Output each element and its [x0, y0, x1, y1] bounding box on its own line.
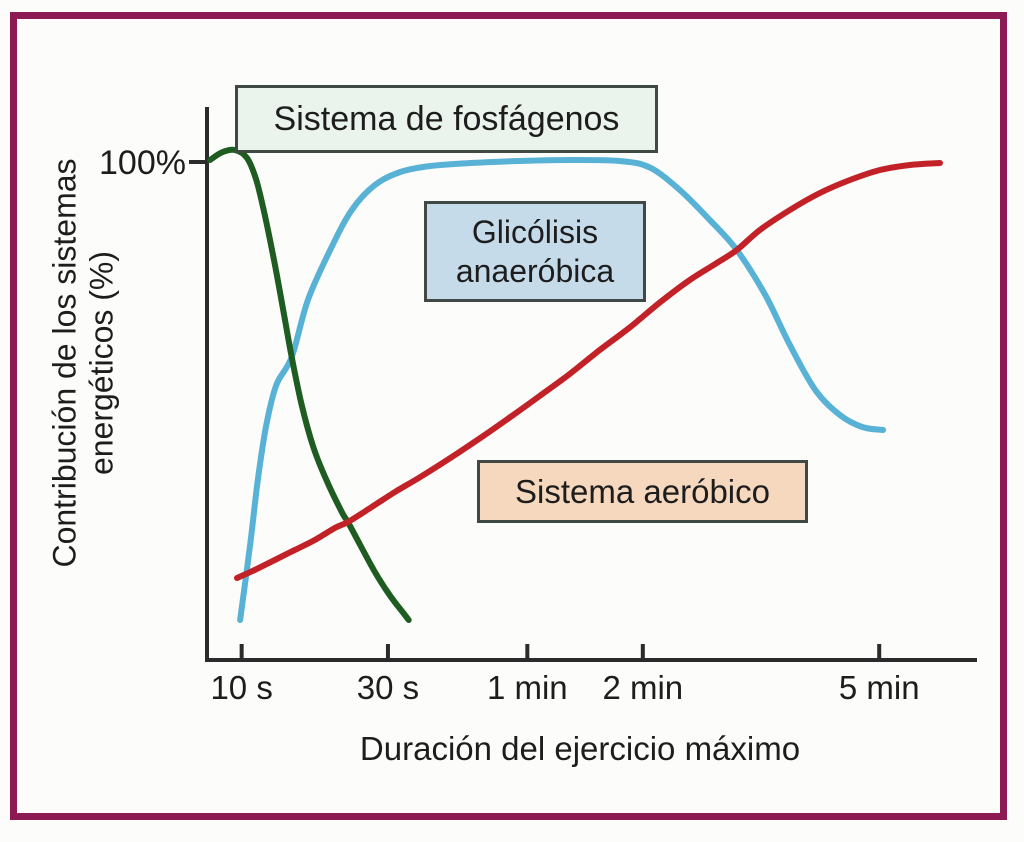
x-axis-title: Duración del ejercicio máximo — [359, 730, 801, 767]
label-fosfagenos-text: Sistema de fosfágenos — [273, 99, 620, 138]
label-box-fosfagenos: Sistema de fosfágenos — [235, 85, 658, 153]
figure-border — [10, 12, 1007, 820]
y-axis-title-line1: Contribución de los sistemas — [46, 158, 83, 568]
x-tick-label: 5 min — [838, 669, 920, 706]
x-tick-label: 10 s — [210, 669, 273, 706]
curve-sistema_de_fosfagenos — [207, 146, 412, 623]
label-glicolisis-line2: anaeróbica — [455, 252, 615, 289]
y-axis-title-line2: energéticos (%) — [84, 250, 120, 476]
x-tick-label: 2 min — [602, 669, 684, 706]
y-axis-100-label: 100% — [99, 144, 186, 182]
label-aerobico-text: Sistema aeróbico — [515, 472, 770, 510]
curve-glicolisis_anaerobica — [237, 156, 887, 623]
label-box-aerobico: Sistema aeróbico — [477, 460, 808, 523]
y-axis-title: Contribución de los sistemas energéticos… — [47, 158, 122, 567]
x-tick-label: 30 s — [356, 669, 420, 706]
x-tick-label: 1 min — [486, 669, 568, 706]
curve-sistema_aerobico — [234, 160, 943, 581]
label-box-glicolisis: Glicólisis anaeróbica — [424, 201, 646, 302]
label-glicolisis-line1: Glicólisis — [471, 214, 599, 251]
